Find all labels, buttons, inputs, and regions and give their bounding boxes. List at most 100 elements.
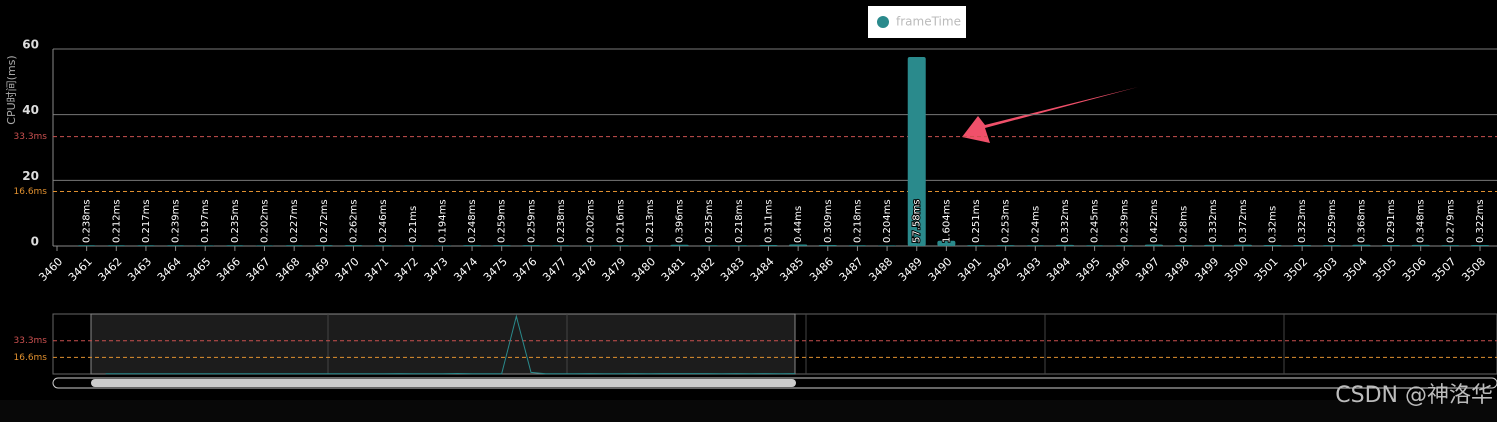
data-label: 0.235ms: [230, 199, 241, 243]
bar: [1085, 245, 1104, 246]
data-label: 0.368ms: [1356, 199, 1367, 243]
data-label: 0.24ms: [1030, 206, 1041, 243]
data-label: 0.323ms: [1297, 199, 1308, 243]
bar: [314, 245, 333, 246]
bar: [374, 245, 393, 246]
mark-line-label: 16.6ms: [14, 187, 48, 197]
bar: [1204, 244, 1223, 246]
bar: [700, 245, 719, 246]
data-label: 0.272ms: [319, 199, 330, 243]
data-label: 0.332ms: [1208, 199, 1219, 243]
bar: [878, 245, 897, 246]
bar: [640, 245, 659, 246]
bar: [729, 245, 748, 246]
bar: [1411, 244, 1430, 246]
bar: [1352, 244, 1371, 246]
data-label: 0.259ms: [497, 199, 508, 243]
zoom-line: [105, 314, 796, 375]
data-label: 0.202ms: [586, 199, 597, 243]
data-label: 0.245ms: [1090, 199, 1101, 243]
data-label: 0.309ms: [823, 199, 834, 243]
bar: [1026, 245, 1045, 246]
mark-line-label: 33.3ms: [14, 132, 48, 142]
data-label: 0.396ms: [675, 199, 686, 243]
data-label: 0.218ms: [852, 199, 863, 243]
bar: [196, 245, 215, 246]
y-tick-label: 0: [31, 235, 39, 249]
y-tick-label: 40: [22, 103, 39, 117]
y-tick-label: 20: [22, 169, 39, 183]
data-label: 0.246ms: [378, 199, 389, 243]
bar: [107, 245, 126, 246]
data-label: 0.259ms: [1327, 199, 1338, 243]
data-label: 0.348ms: [1416, 199, 1427, 243]
data-label: 0.372ms: [1238, 199, 1249, 243]
data-label: 0.212ms: [111, 199, 122, 243]
data-label: 0.291ms: [1386, 199, 1397, 243]
data-label: 0.239ms: [1119, 199, 1130, 243]
data-label: 0.253ms: [1001, 199, 1012, 243]
data-label: 0.332ms: [1060, 199, 1071, 243]
bar: [285, 245, 304, 246]
data-label: 0.227ms: [289, 199, 300, 243]
arrow: [962, 87, 1138, 143]
y-tick-label: 60: [22, 38, 39, 52]
bar: [1293, 244, 1312, 246]
bar: [907, 56, 926, 247]
data-label: 0.202ms: [260, 199, 271, 243]
data-label: 0.32ms: [1267, 206, 1278, 243]
bar: [225, 245, 244, 246]
legend: frameTime: [868, 6, 966, 38]
data-label: 0.238ms: [82, 199, 93, 243]
data-label: 1.604ms: [941, 199, 952, 243]
zoom-mark-label: 16.6ms: [14, 353, 48, 363]
data-label: 0.322ms: [1475, 199, 1486, 243]
data-label: 0.213ms: [645, 199, 656, 243]
data-label: 0.239ms: [171, 199, 182, 243]
data-label: 0.422ms: [1149, 199, 1160, 243]
zoom-window[interactable]: [90, 313, 796, 375]
data-label: 0.248ms: [467, 199, 478, 243]
bar: [759, 244, 778, 246]
bar: [1115, 245, 1134, 246]
data-label: 0.259ms: [526, 199, 537, 243]
data-label: 0.279ms: [1445, 199, 1456, 243]
bar: [166, 245, 185, 246]
bar: [1322, 245, 1341, 246]
zoom-mark-label: 33.3ms: [14, 336, 48, 346]
scrollbar-thumb[interactable]: [91, 379, 796, 387]
bar: [611, 245, 630, 246]
bar: [818, 244, 837, 246]
legend-swatch: [877, 16, 889, 28]
data-label: 0.44ms: [793, 206, 804, 243]
bar: [1055, 244, 1074, 246]
data-label: 0.262ms: [348, 199, 359, 243]
bar: [789, 244, 808, 246]
bar: [136, 245, 155, 246]
scrollbar-track[interactable]: [52, 377, 1497, 389]
bar: [463, 245, 482, 246]
bar: [1382, 245, 1401, 246]
bar: [344, 245, 363, 246]
data-label: 0.197ms: [200, 199, 211, 243]
legend-label: frameTime: [896, 15, 961, 29]
bar: [492, 245, 511, 246]
bar: [848, 245, 867, 246]
bar: [1144, 244, 1163, 246]
bar: [551, 245, 570, 246]
bar: [937, 240, 956, 246]
bar: [522, 245, 541, 246]
data-label: 0.235ms: [704, 199, 715, 243]
data-label: 0.194ms: [437, 199, 448, 243]
data-label: 0.204ms: [882, 199, 893, 243]
data-label: 0.217ms: [141, 199, 152, 243]
bar: [1233, 244, 1252, 246]
bar: [403, 245, 422, 246]
y-axis-title: CPU时间(ms): [5, 55, 18, 124]
data-label: 0.218ms: [734, 199, 745, 243]
data-label: 0.21ms: [408, 206, 419, 243]
data-label: 0.238ms: [556, 199, 567, 243]
data-zoom[interactable]: 33.3ms 16.6ms: [14, 313, 1497, 389]
